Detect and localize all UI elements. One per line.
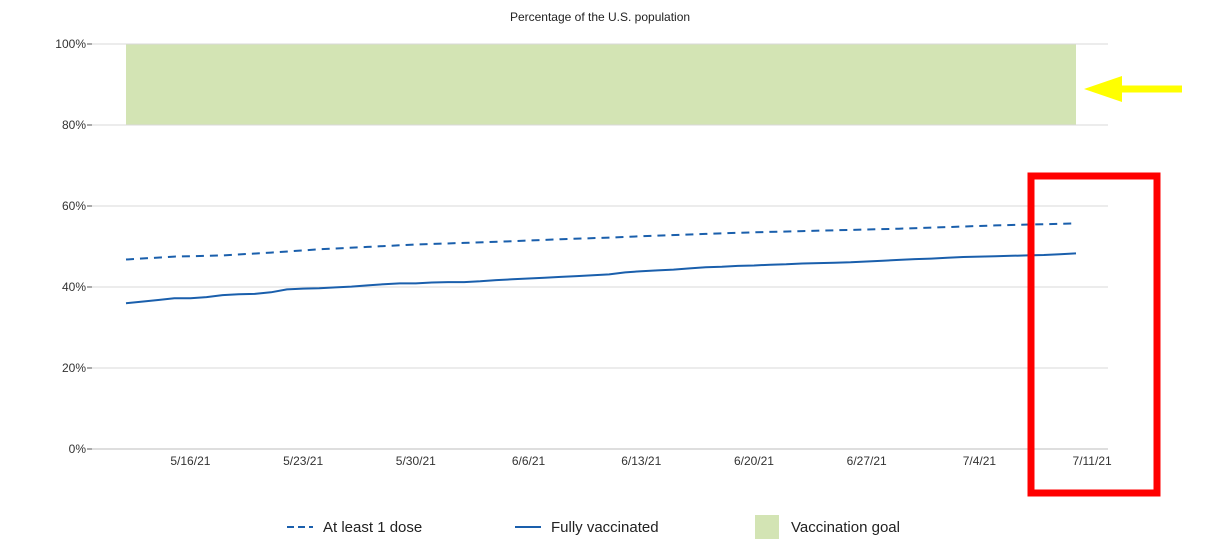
y-tick-label: 40%	[62, 280, 86, 294]
legend-label-fully-vaccinated: Fully vaccinated	[551, 519, 659, 536]
series-line-fully-vaccinated	[125, 252, 1077, 305]
y-tick-label: 20%	[62, 361, 86, 375]
series-line-at-least-1-dose	[125, 222, 1077, 261]
series-layer	[125, 222, 1077, 305]
x-tick-label: 6/13/21	[621, 454, 661, 468]
yellow-arrow-head	[1084, 76, 1122, 102]
y-tick-label: 80%	[62, 118, 86, 132]
x-tick-label: 7/4/21	[963, 454, 997, 468]
legend-label-at-least-1-dose: At least 1 dose	[323, 519, 422, 536]
x-axis: 5/16/21 5/23/21 5/30/21 6/6/21 6/13/21 6/20/2…	[170, 454, 1112, 468]
legend-label-vaccination-goal: Vaccination goal	[791, 519, 900, 536]
x-tick-label: 6/20/21	[734, 454, 774, 468]
x-tick-label: 5/30/21	[396, 454, 436, 468]
legend-swatch-vaccination-goal	[755, 515, 779, 539]
x-tick-label: 6/6/21	[512, 454, 546, 468]
y-axis: 0% 20% 40% 60% 80% 100%	[55, 37, 92, 456]
x-tick-label: 5/23/21	[283, 454, 323, 468]
red-highlight-box	[1027, 172, 1161, 497]
y-tick-label: 0%	[69, 442, 87, 456]
chart-title: Percentage of the U.S. population	[510, 10, 690, 24]
x-tick-label: 5/16/21	[170, 454, 210, 468]
goal-band	[126, 44, 1076, 125]
annotations	[1027, 76, 1182, 497]
legend: At least 1 dose Fully vaccinated Vaccinati…	[287, 515, 900, 539]
x-tick-label: 7/11/21	[1073, 454, 1112, 468]
goal-band-layer	[126, 44, 1076, 125]
grid-layer	[92, 43, 1108, 450]
x-tick-label: 6/27/21	[847, 454, 887, 468]
y-tick-label: 100%	[55, 37, 86, 51]
y-tick-label: 60%	[62, 199, 86, 213]
